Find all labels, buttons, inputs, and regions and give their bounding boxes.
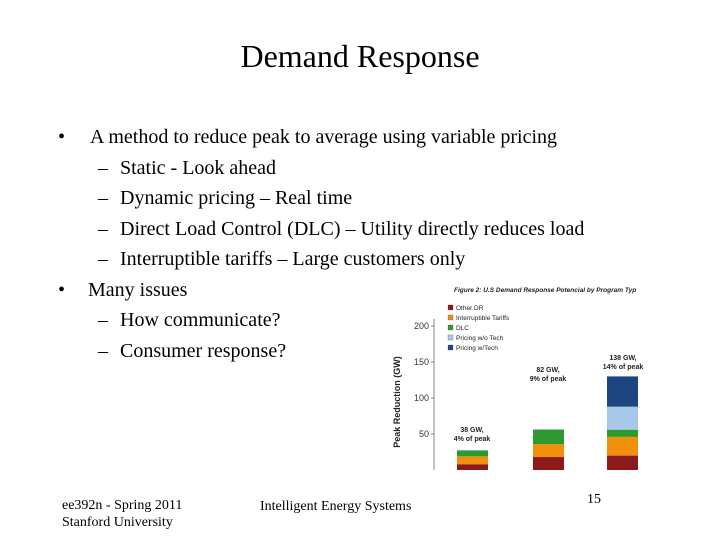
bullet-item: • Many issues [58, 275, 584, 306]
legend-label: Other DR [456, 305, 484, 312]
bullet-mark: • [58, 278, 66, 301]
dash-mark: – [98, 187, 108, 209]
legend-swatch [447, 334, 454, 341]
sub-bullet-text: Static - Look ahead [120, 156, 277, 179]
dash-mark: – [98, 339, 108, 362]
y-axis-label: Peak Reduction (GW) [392, 356, 402, 448]
bar-segment [533, 457, 564, 470]
bar-segment [607, 455, 638, 470]
sub-bullet-text: Consumer response? [120, 339, 287, 362]
dash-mark: – [98, 248, 108, 270]
sub-bullet-item: – Interruptible tariffs – Large customer… [58, 244, 584, 275]
footer-university-line: Stanford University [62, 515, 173, 530]
bullet-item: • A method to reduce peak to average usi… [58, 122, 584, 153]
bar-segment [457, 464, 488, 470]
sub-bullet-item: – Static - Look ahead [58, 153, 584, 184]
legend-label: Interruptible Tariffs [456, 315, 510, 322]
bullet-list: • A method to reduce peak to average usi… [58, 122, 584, 366]
bar-segment [533, 444, 564, 458]
slide-title: Demand Response [240, 38, 480, 74]
legend-swatch [447, 324, 454, 331]
bullet-text: A method to reduce peak to average using… [90, 126, 558, 148]
legend-swatch [447, 314, 454, 321]
bars [457, 376, 638, 470]
sub-bullet-text: How communicate? [120, 309, 281, 331]
bar-segment [533, 428, 564, 430]
page-number: 15 [587, 492, 601, 507]
chart-title: Figure 2: U.S Demand Response Potencial … [454, 287, 636, 294]
sub-bullet-item: – Consumer response? [58, 336, 584, 367]
sub-bullet-text: Dynamic pricing – Real time [120, 187, 353, 209]
bullet-text: Many issues [88, 278, 188, 301]
y-tick-label: 100 [414, 393, 429, 403]
bar-segment [607, 406, 638, 430]
chart-svg: Figure 2: U.S Demand Response Potencial … [392, 287, 644, 470]
sub-bullet-item: – Direct Load Control (DLC) – Utility di… [58, 214, 584, 245]
sub-bullet-item: – How communicate? [58, 305, 584, 336]
legend-label: DLC [456, 325, 469, 332]
sub-bullet-text: Interruptible tariffs – Large customers … [120, 248, 466, 270]
y-tick-label: 200 [414, 321, 429, 331]
bar-annotation: 38 GW, [460, 427, 483, 434]
bar-annotation: 14% of peak [603, 364, 644, 371]
bar-segment [607, 436, 638, 456]
y-axis: 50 100 150 200 [414, 318, 435, 470]
legend-label: Pricing w/o Tech [456, 335, 504, 342]
bar-annotation: 138 GW, [609, 355, 636, 362]
bar-segment [457, 456, 488, 465]
legend-swatch [447, 304, 454, 311]
bar-segment [607, 429, 638, 437]
bar-segment [457, 449, 488, 451]
y-tick-label: 150 [414, 357, 429, 367]
bar-segment [457, 450, 488, 457]
annotations: 38 GW, 4% of peak 82 GW, 9% of peak 138 GW, 1… [454, 355, 644, 443]
legend-swatch [447, 344, 454, 351]
footer-course-line: ee392n - Spring 2011 [62, 498, 183, 513]
legend: Other DR Interruptible Tariffs DLC Pricing … [447, 304, 510, 352]
bar-annotation: 4% of peak [454, 436, 491, 443]
bar-segment [607, 376, 638, 407]
demand-response-chart: Figure 2: U.S Demand Response Potencial … [388, 282, 680, 474]
y-tick-label: 50 [419, 429, 429, 439]
footer-title: Intelligent Energy Systems [260, 499, 412, 514]
sub-bullet-text: Direct Load Control (DLC) – Utility dire… [120, 217, 585, 240]
footer-course: ee392n - Spring 2011 Stanford University [62, 497, 182, 531]
bar-annotation: 9% of peak [530, 376, 567, 383]
dash-mark: – [98, 309, 108, 331]
dash-mark: – [98, 156, 108, 179]
legend-label: Pricing w/Tech [456, 345, 498, 352]
sub-bullet-item: – Dynamic pricing – Real time [58, 183, 584, 214]
dash-mark: – [98, 217, 108, 240]
bar-annotation: 82 GW, [536, 367, 559, 374]
bar-segment [533, 429, 564, 445]
bullet-mark: • [58, 126, 66, 148]
